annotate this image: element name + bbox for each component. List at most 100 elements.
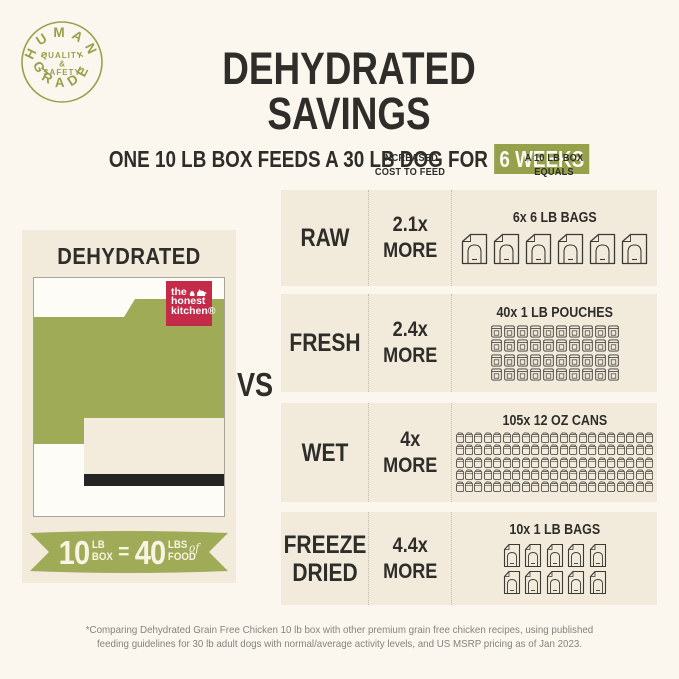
table-row-wet: WET 4x MORE 105x 12 OZ CANS — [281, 403, 657, 502]
column-header-equals: A 10 LB BOX EQUALS — [524, 152, 584, 179]
pouch-icon — [607, 354, 619, 367]
can-icon — [522, 457, 530, 468]
pouch-icon — [594, 354, 606, 367]
can-icon — [550, 444, 559, 456]
can-icon — [512, 481, 521, 492]
can-icon — [503, 469, 512, 480]
can-icon — [484, 444, 493, 456]
bag-icon — [546, 543, 563, 568]
can-icon — [578, 457, 587, 468]
can-icon — [635, 469, 644, 480]
pouch-icon — [555, 354, 567, 367]
can-icon — [474, 469, 483, 480]
badge-amp-text: & — [59, 60, 65, 69]
equals-caption: 6x 6 LB BAGS — [512, 210, 597, 226]
can-icon — [560, 432, 568, 443]
box-art — [34, 299, 224, 486]
can-icon — [626, 432, 635, 443]
pouch-icon — [607, 325, 619, 338]
bag-icon — [557, 233, 584, 265]
pouch-icon — [503, 368, 515, 381]
row-equals-cell: 6x 6 LB BAGS — [451, 190, 657, 286]
can-icon — [522, 481, 530, 492]
can-icon — [569, 457, 578, 468]
pouch-icon — [529, 339, 541, 352]
can-icon — [474, 444, 483, 456]
can-icon — [597, 457, 606, 468]
pouch-icon — [607, 368, 619, 381]
pouch-icon-grid — [490, 325, 619, 382]
can-icon — [616, 444, 625, 456]
cost-multiplier: 2.4x — [392, 317, 428, 342]
can-icon — [607, 444, 616, 456]
ribbon-unit-lb: LB — [91, 539, 105, 552]
cost-more: MORE — [382, 558, 438, 583]
can-icon — [597, 469, 606, 480]
row-label: WET — [301, 438, 348, 467]
logo-line3: kitchen® — [171, 304, 216, 317]
can-icon — [569, 469, 578, 480]
pouch-icon — [568, 325, 580, 338]
can-icon — [531, 444, 540, 456]
can-icon — [455, 457, 464, 468]
bag-icon — [589, 233, 616, 265]
ribbon-num-40: 40 — [134, 533, 166, 571]
equals-caption: 40x 1 LB POUCHES — [496, 304, 613, 321]
can-icon — [503, 481, 512, 492]
bag-icon-grid — [503, 543, 607, 595]
subtitle: ONE 10 LB BOX FEEDS A 30 LB DOG FOR 6 WE… — [109, 144, 590, 174]
disclaimer: *Comparing Dehydrated Grain Free Chicken… — [85, 624, 594, 650]
pouch-icon — [516, 354, 528, 367]
can-icon — [645, 457, 654, 468]
can-icon — [578, 444, 587, 456]
can-icon — [597, 481, 606, 492]
pouch-icon — [594, 325, 606, 338]
can-icon — [512, 432, 521, 443]
bag-icon — [567, 543, 585, 568]
logo-line2: honest — [171, 295, 206, 307]
can-icon — [512, 444, 521, 456]
can-icon-grid — [455, 432, 654, 492]
can-icon — [503, 457, 512, 468]
pouch-icon — [490, 354, 502, 367]
pouch-icon — [542, 325, 554, 338]
ribbon-text: 10 LB BOX = 40 LBS of FOOD — [41, 529, 217, 575]
row-equals-cell: 10x 1 LB BAGS — [451, 512, 657, 605]
pouch-icon — [594, 368, 606, 381]
row-label: FREEZE DRIED — [283, 530, 366, 587]
pouch-icon — [503, 325, 515, 338]
can-icon — [512, 457, 521, 468]
can-icon — [503, 444, 512, 456]
pouch-icon — [490, 325, 502, 338]
can-icon — [560, 444, 568, 456]
can-icon — [597, 432, 606, 443]
can-icon — [645, 444, 654, 456]
can-icon — [541, 432, 549, 443]
can-icon — [474, 481, 483, 492]
can-icon — [645, 432, 654, 443]
logo-line1: the — [171, 285, 187, 298]
can-icon — [541, 481, 549, 492]
pouch-icon — [503, 354, 515, 367]
can-icon — [626, 444, 635, 456]
can-icon — [588, 481, 597, 492]
pouch-icon — [555, 339, 567, 352]
can-icon — [455, 444, 464, 456]
can-icon — [569, 481, 578, 492]
can-icon — [626, 469, 635, 480]
pouch-icon — [529, 325, 541, 338]
bag-icon — [493, 233, 520, 265]
can-icon — [635, 457, 644, 468]
can-icon — [635, 444, 644, 456]
row-equals-cell: 40x 1 LB POUCHES — [451, 294, 657, 392]
table-row-freeze-dried: FREEZE DRIED 4.4x MORE 10x 1 LB BAGS — [281, 512, 657, 605]
can-icon — [541, 469, 549, 480]
badge-quality-text: QUALITY — [41, 51, 83, 60]
can-icon — [484, 481, 493, 492]
row-label: RAW — [299, 224, 349, 252]
can-icon — [493, 444, 502, 456]
pouch-icon — [516, 325, 528, 338]
bag-icon — [621, 233, 648, 265]
can-icon — [531, 469, 540, 480]
cost-multiplier: 2.1x — [392, 212, 428, 237]
